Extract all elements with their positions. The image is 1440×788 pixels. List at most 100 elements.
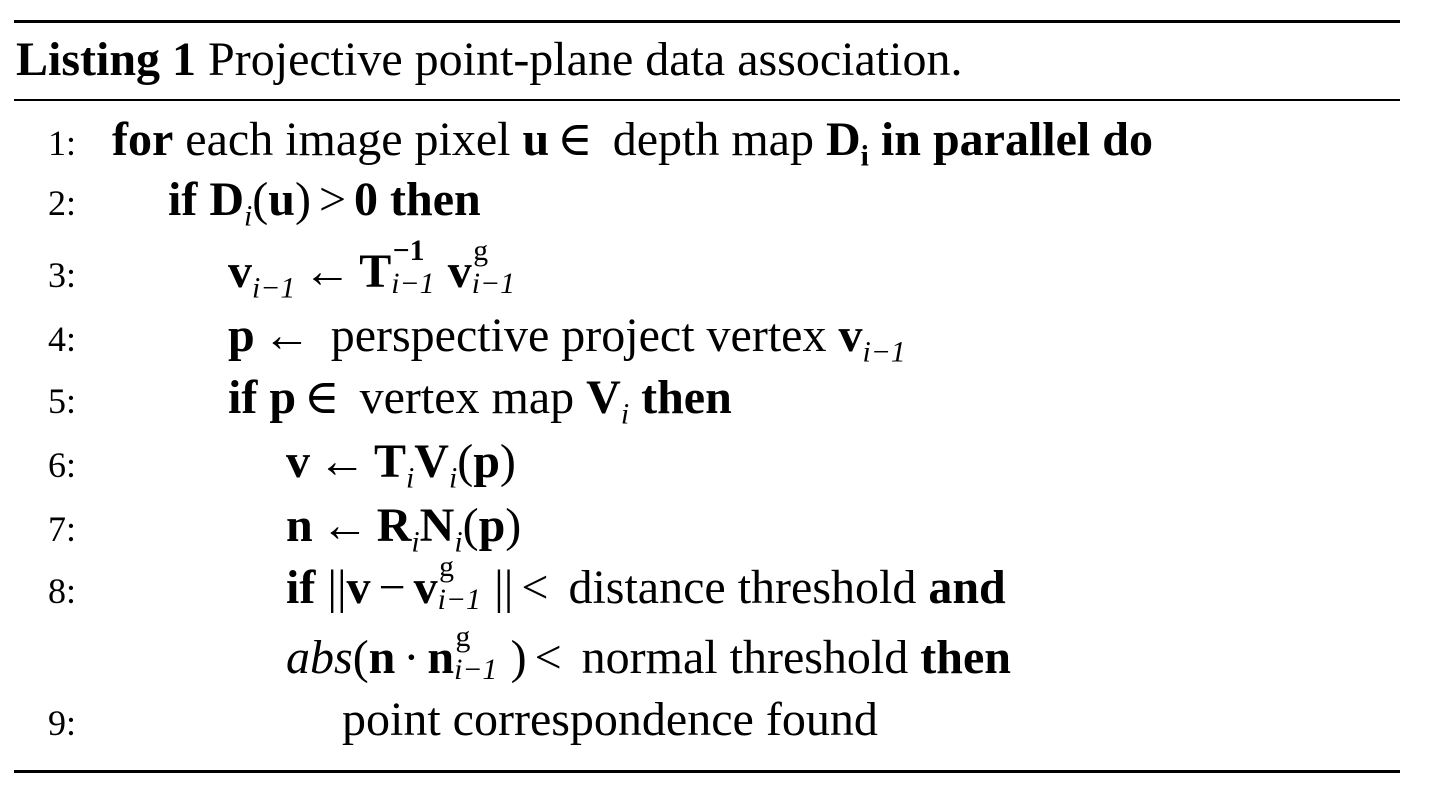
code-line-6: 6: v ← TiVi(p) — [0, 430, 1440, 494]
math-p: p — [269, 371, 297, 424]
math-V: V — [414, 435, 449, 488]
math-supsub: g i−1 — [437, 552, 495, 616]
math-R: R — [376, 499, 412, 552]
code-line-9: 9: point correspondence found — [0, 688, 1440, 752]
math-sup: g — [455, 619, 471, 653]
keyword-for: for — [112, 113, 174, 166]
math-v: v — [838, 309, 863, 362]
math-sub: i — [406, 461, 415, 495]
top-rule — [14, 20, 1400, 23]
math-D: D — [209, 173, 244, 226]
keyword-then: then — [378, 173, 481, 226]
bottom-rule — [14, 770, 1400, 773]
caption-text: Projective point-plane data association. — [196, 33, 963, 86]
line-content: if ||v − v g i−1 || < distance threshold and — [286, 549, 1006, 616]
keyword-in-parallel-do: in parallel do — [868, 113, 1153, 166]
line-content: v ← TiVi(p) — [286, 435, 516, 495]
line-number: 4: — [48, 319, 77, 359]
text: each image pixel — [173, 113, 523, 166]
line-content: p ← perspective project vertex vi−1 — [228, 304, 906, 368]
operator-minus: − — [378, 561, 406, 614]
math-v: v — [413, 561, 438, 614]
math-p: p — [228, 309, 255, 362]
code-line-4: 4: p ← perspective project vertex vi−1 — [0, 304, 1440, 368]
caption-label: Listing 1 — [16, 33, 197, 86]
math-zero: 0 — [354, 173, 379, 226]
operator-arrow: ← — [318, 435, 366, 488]
math-sub: i−1 — [454, 652, 498, 686]
math-p: p — [478, 499, 506, 552]
math-sub: i−1 — [471, 266, 515, 300]
code-line-8: 8: if ||v − v g i−1 || < distance threshold an… — [0, 549, 1440, 620]
math-v: v — [286, 435, 310, 488]
code-line-5: 5: if p ∈ vertex map Vi then — [0, 366, 1440, 430]
math-n: n — [427, 631, 455, 684]
math-n: n — [368, 631, 396, 684]
math-sub: i — [454, 525, 463, 559]
math-V: V — [586, 371, 621, 424]
line-number: 5: — [48, 381, 77, 421]
math-abs: abs — [286, 631, 353, 684]
operator-lt: < — [534, 631, 562, 684]
line-content: if p ∈ vertex map Vi then — [228, 366, 732, 430]
math-v: v — [447, 245, 472, 298]
code-line-7: 7: n ← RiNi(p) — [0, 494, 1440, 558]
math-N: N — [419, 499, 455, 552]
text: vertex map — [347, 371, 587, 424]
math-sub: i — [860, 139, 869, 173]
math-sub: i — [244, 199, 253, 233]
line-content: for each image pixel u ∈ depth map Di in … — [112, 108, 1153, 172]
math-sub: i — [411, 525, 420, 559]
keyword-if: if — [168, 173, 198, 226]
code-line-1: 1: for each image pixel u ∈ depth map Di … — [0, 108, 1440, 172]
caption-rule — [14, 99, 1400, 101]
line-number: 8: — [48, 571, 77, 611]
line-content: vi−1 ← T −1 i−1 v g i−1 — [228, 236, 528, 305]
math-p: p — [473, 435, 500, 488]
operator-in: ∈ — [304, 371, 340, 424]
math-sub: i — [620, 397, 630, 431]
operator-dot: · — [403, 631, 420, 684]
text: depth map — [600, 113, 826, 166]
keyword-then: then — [629, 371, 732, 424]
text: normal threshold — [569, 631, 921, 684]
math-T: T — [374, 435, 407, 488]
line-number: 3: — [48, 255, 77, 295]
line-number: 7: — [48, 509, 77, 549]
line-number: 6: — [48, 445, 77, 485]
math-sub: i−1 — [391, 266, 435, 300]
math-sup: g — [473, 233, 489, 267]
operator-lt: < — [521, 561, 549, 614]
math-v: v — [346, 561, 371, 614]
operator-arrow: ← — [262, 309, 311, 362]
math-supsub: −1 i−1 — [391, 236, 448, 300]
text: distance threshold — [556, 561, 929, 614]
line-content: abs(n · n g i−1) < normal threshold then — [286, 619, 1011, 686]
line-content: n ← RiNi(p) — [286, 499, 522, 559]
line-content: if Di(u) >0 then — [168, 173, 481, 233]
keyword-if: if — [286, 561, 316, 614]
math-sub: i−1 — [252, 271, 296, 305]
operator-arrow: ← — [303, 245, 352, 298]
math-sub: i−1 — [437, 582, 481, 616]
math-v: v — [228, 245, 252, 298]
math-supsub: g i−1 — [454, 622, 511, 686]
math-D: D — [825, 113, 861, 166]
line-number: 9: — [48, 703, 77, 743]
text: perspective project vertex — [318, 309, 839, 362]
code-line-2: 2: if Di(u) >0 then — [0, 168, 1440, 232]
code-line-3: 3: vi−1 ← T −1 i−1 v g i−1 — [0, 236, 1440, 305]
math-sub: i−1 — [862, 335, 906, 369]
keyword-if: if — [228, 371, 258, 424]
math-u: u — [522, 113, 550, 166]
code-line-8-continued: abs(n · n g i−1) < normal threshold then — [0, 619, 1440, 690]
math-n: n — [286, 499, 313, 552]
operator-in: ∈ — [557, 113, 593, 166]
keyword-then: then — [920, 631, 1011, 684]
line-number: 2: — [48, 183, 77, 223]
math-u: u — [268, 173, 295, 226]
line-content: point correspondence found — [342, 693, 878, 746]
operator-gt: > — [318, 173, 347, 226]
line-number: 1: — [48, 123, 77, 163]
math-T: T — [359, 245, 392, 298]
